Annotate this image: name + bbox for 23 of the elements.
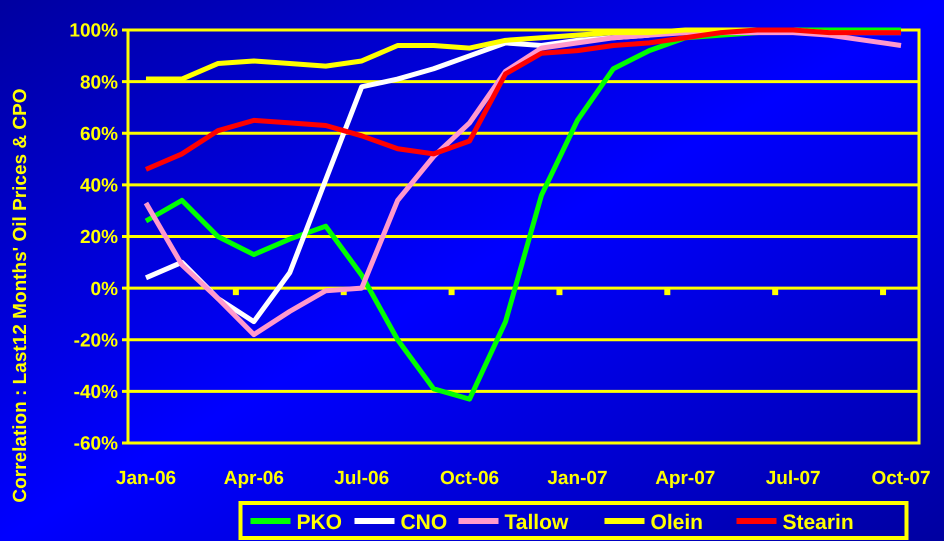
y-tick-label: 20% xyxy=(80,227,118,248)
legend-label: CNO xyxy=(400,510,448,534)
y-tick-label: 100% xyxy=(69,20,118,42)
legend-label: Tallow xyxy=(504,510,569,534)
legend-label: Stearin xyxy=(782,510,854,534)
y-tick-label: 80% xyxy=(80,72,118,94)
legend-label: PKO xyxy=(296,510,342,534)
x-tick-label: Apr-06 xyxy=(224,468,284,489)
y-tick-label: 0% xyxy=(90,278,118,300)
x-tick-label: Jan-06 xyxy=(116,468,176,489)
y-tick-label: -20% xyxy=(74,330,118,352)
x-tick-label: Jul-07 xyxy=(766,468,821,489)
x-tick-label: Jan-07 xyxy=(547,468,608,489)
x-tick-label: Jul-06 xyxy=(334,468,390,489)
y-tick-label: 40% xyxy=(80,176,118,197)
x-tick-label: Oct-07 xyxy=(871,468,931,489)
legend-label: Olein xyxy=(650,510,704,534)
x-tick-label: Oct-06 xyxy=(440,468,500,489)
y-tick-label: -60% xyxy=(74,434,118,455)
y-tick-label: 60% xyxy=(80,124,118,145)
y-tick-label: -40% xyxy=(74,382,118,404)
x-tick-label: Apr-07 xyxy=(655,468,716,489)
y-axis-title: Correlation : Last12 Months' Oil Prices & CPO xyxy=(10,88,31,503)
